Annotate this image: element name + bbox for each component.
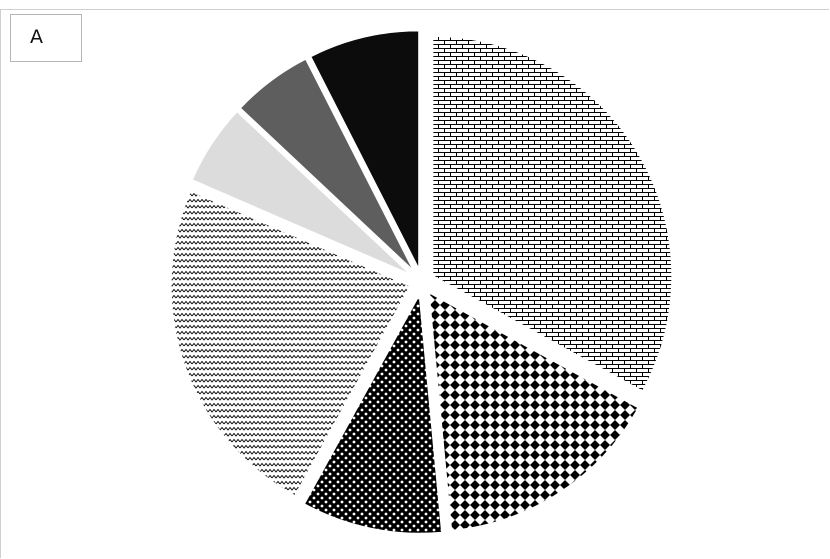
pie-slice-4 bbox=[169, 189, 413, 498]
pie-slice-5 bbox=[190, 109, 413, 277]
panel-label: A bbox=[10, 14, 82, 62]
pie-slice-1 bbox=[431, 34, 674, 393]
pie-slice-6 bbox=[238, 57, 416, 274]
chart-frame bbox=[0, 9, 829, 558]
pie-slice-7 bbox=[308, 29, 421, 271]
pie-slice-2 bbox=[427, 290, 641, 533]
pie-slice-3 bbox=[302, 290, 444, 535]
